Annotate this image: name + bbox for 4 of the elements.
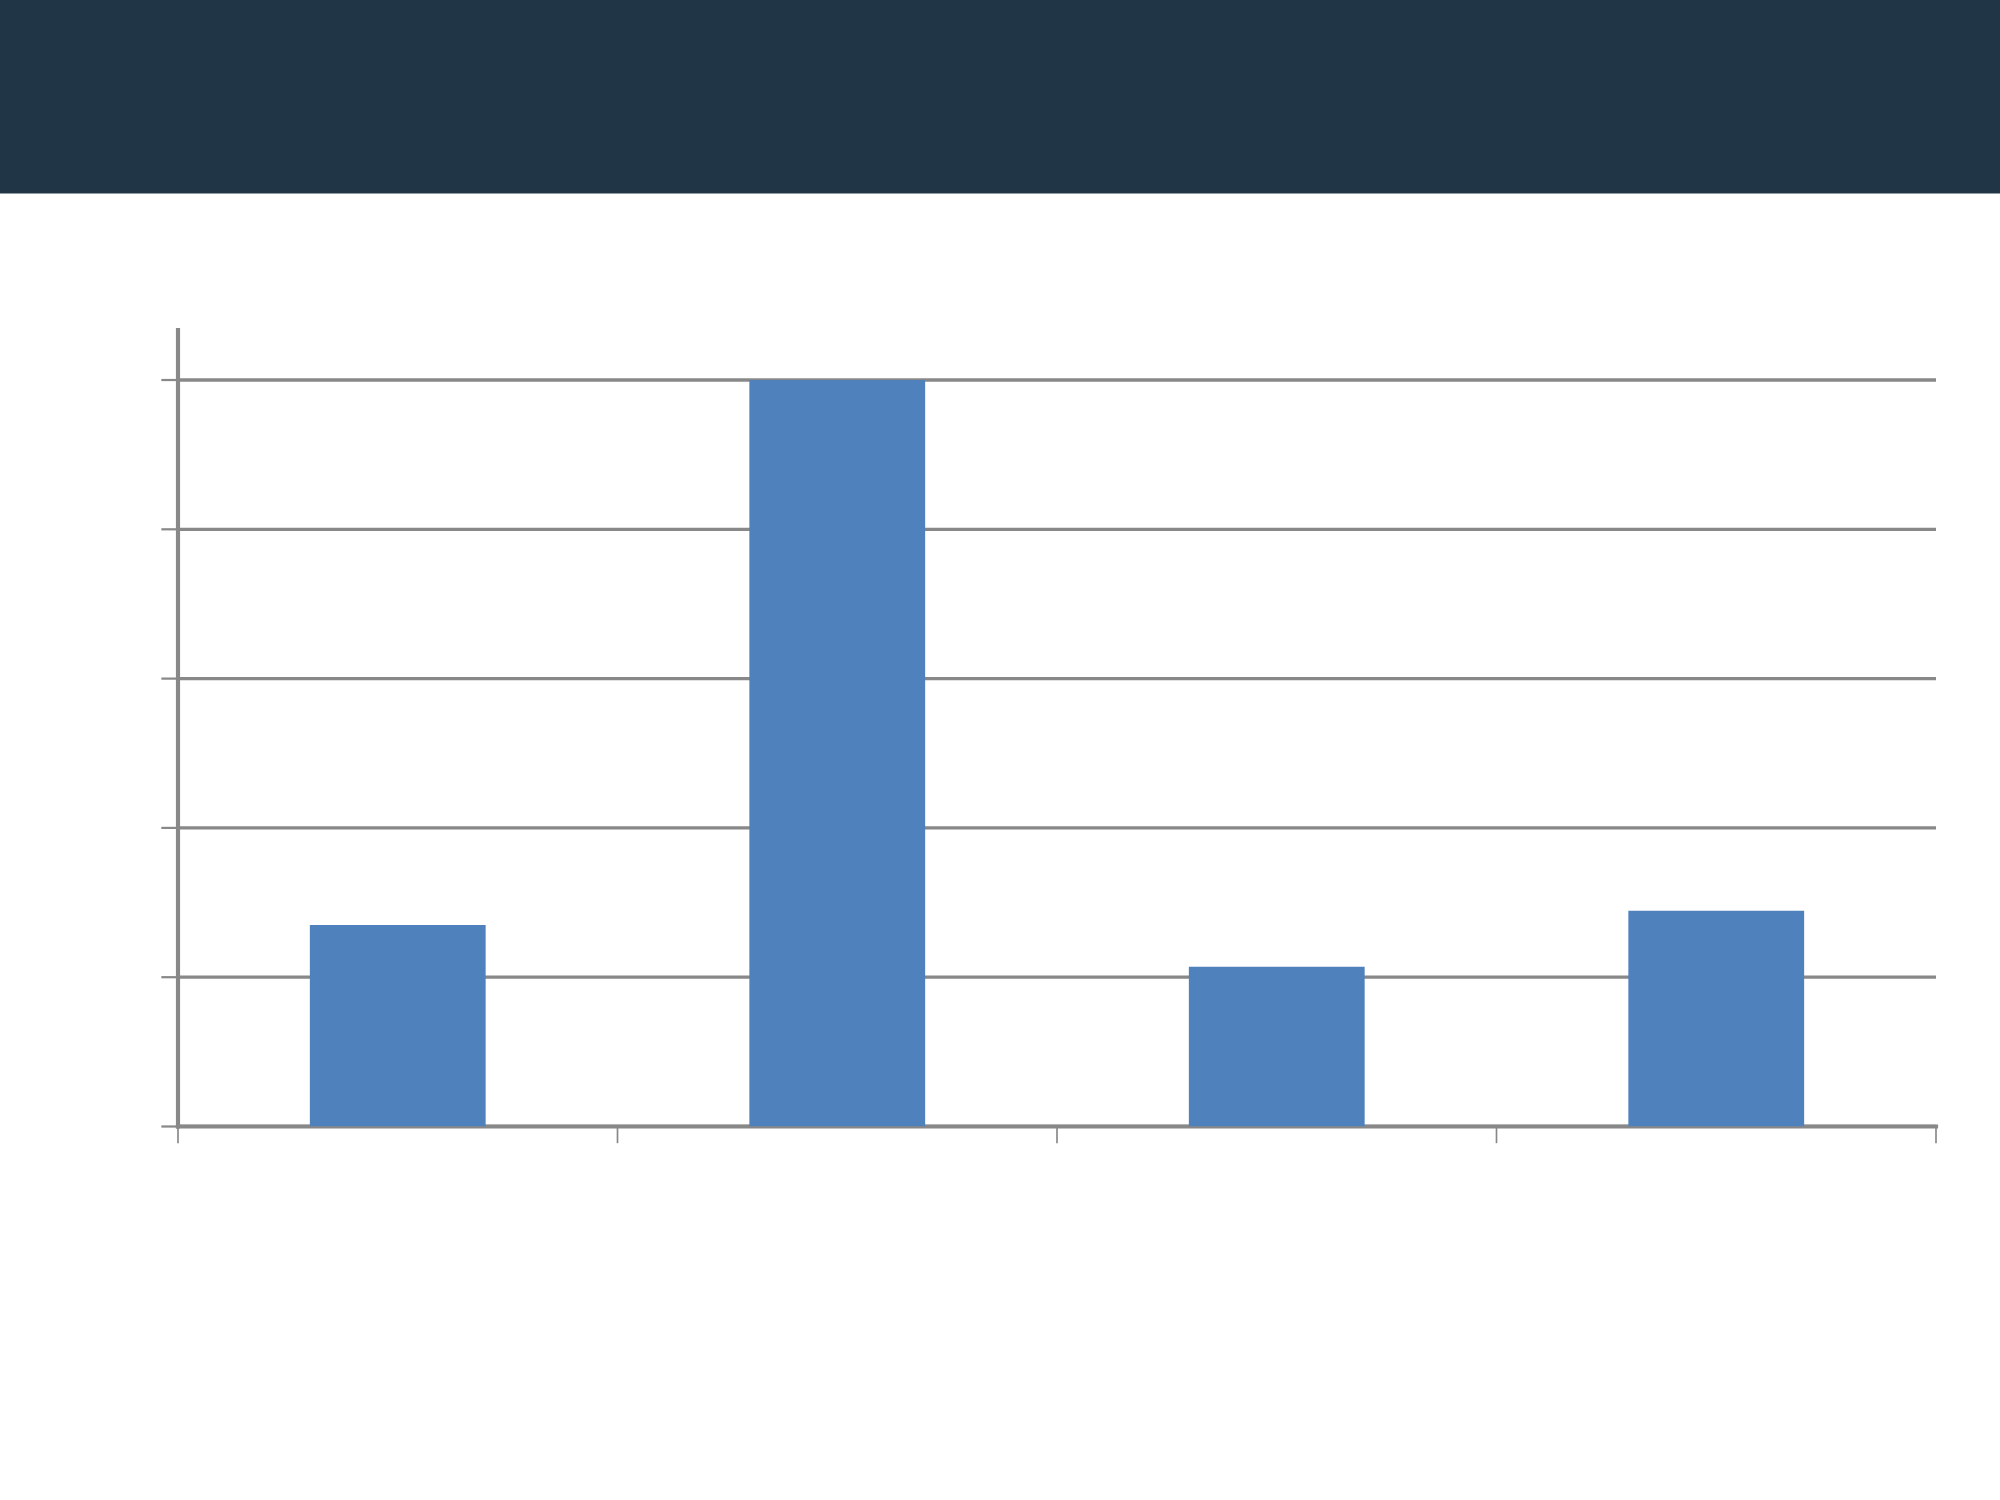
- bar: [1188, 966, 1365, 1127]
- bar: [1628, 910, 1805, 1127]
- bar: [749, 380, 926, 1127]
- bar: [309, 924, 486, 1127]
